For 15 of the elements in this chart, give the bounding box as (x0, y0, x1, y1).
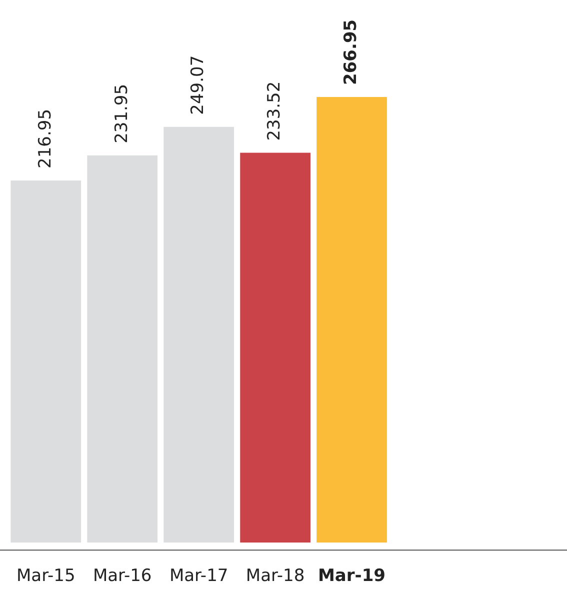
bar (164, 126, 234, 543)
x-tick-label: Mar-18 (246, 566, 305, 586)
data-label: 233.52 (264, 81, 285, 141)
x-tick-label: Mar-19 (318, 566, 386, 586)
data-label: 266.95 (341, 19, 362, 85)
x-tick-label: Mar-16 (92, 566, 152, 586)
bar (316, 97, 387, 543)
bar (10, 180, 82, 543)
data-label: 216.95 (35, 108, 56, 168)
data-label: 249.07 (188, 55, 208, 115)
data-label: 231.95 (112, 84, 132, 144)
bar (87, 155, 158, 543)
x-tick-label: Mar-17 (169, 566, 228, 586)
x-tick-label: Mar-15 (16, 566, 76, 586)
bar (240, 152, 310, 543)
